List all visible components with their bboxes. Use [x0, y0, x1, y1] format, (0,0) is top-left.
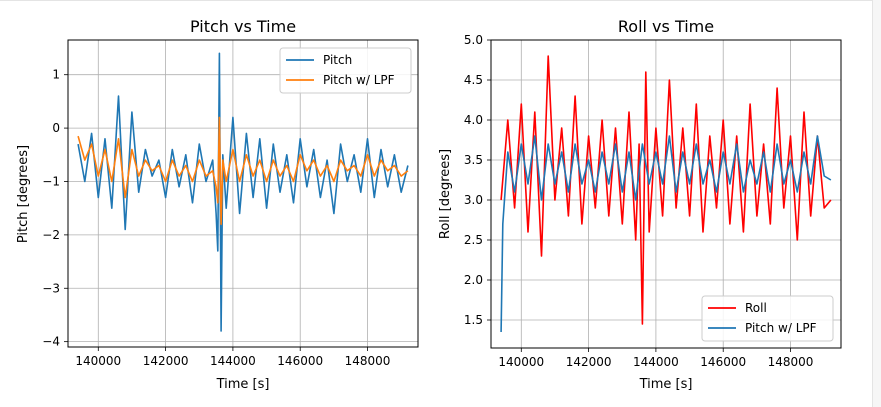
- pitch-chart-ylabel: Pitch [degrees]: [16, 145, 31, 243]
- pitch-ticks: 140000 142000 144000 146000 148000 −4 −3 −2 −1 0 1: [42, 68, 390, 368]
- pitch-ytick-label: 0: [52, 121, 60, 135]
- pitch-xtick-label: 146000: [277, 354, 323, 368]
- pitch-chart-xlabel: Time [s]: [216, 377, 270, 392]
- roll-series-0-line: [500, 55, 832, 325]
- roll-series-group: [500, 55, 832, 333]
- roll-xtick-label: 148000: [768, 355, 814, 369]
- roll-chart-xlabel: Time [s]: [639, 377, 693, 392]
- pitch-xtick-label: 142000: [143, 354, 189, 368]
- scrollbar[interactable]: [872, 0, 881, 407]
- top-border: [0, 0, 872, 1]
- roll-ticks: 140000 142000 144000 146000 148000 1.5 2.0 2.5 3…: [464, 33, 814, 369]
- pitch-legend-label: Pitch w/ LPF: [323, 73, 395, 87]
- roll-ytick-label: 4.5: [464, 73, 483, 87]
- roll-xtick-label: 142000: [566, 355, 612, 369]
- pitch-ytick-label: −2: [42, 228, 60, 242]
- roll-ytick-label: 5.0: [464, 33, 483, 47]
- roll-ytick-label: 2.5: [464, 233, 483, 247]
- pitch-ytick-label: −4: [42, 335, 60, 349]
- roll-ytick-label: 4.0: [464, 113, 483, 127]
- roll-xtick-label: 146000: [700, 355, 746, 369]
- pitch-xtick-label: 144000: [210, 354, 256, 368]
- pitch-series-group: [77, 52, 409, 332]
- roll-plot-frame: [490, 39, 842, 349]
- pitch-ytick-label: −3: [42, 281, 60, 295]
- pitch-ytick-label: −1: [42, 174, 60, 188]
- pitch-xtick-label: 140000: [75, 354, 121, 368]
- roll-ytick-label: 1.5: [464, 313, 483, 327]
- pitch-ytick-label: 1: [52, 68, 60, 82]
- roll-legend-label: Pitch w/ LPF: [745, 321, 817, 335]
- roll-chart-title: Roll vs Time: [618, 17, 714, 36]
- roll-xtick-label: 140000: [498, 355, 544, 369]
- roll-legend: Roll Pitch w/ LPF: [701, 295, 834, 342]
- pitch-xtick-label: 148000: [345, 354, 391, 368]
- roll-chart-ylabel: Roll [degrees]: [438, 149, 453, 239]
- roll-legend-label: Roll: [745, 301, 767, 315]
- roll-ytick-label: 2.0: [464, 273, 483, 287]
- roll-series-1-line: [500, 135, 832, 333]
- pitch-legend-label: Pitch: [323, 53, 352, 67]
- pitch-chart-title: Pitch vs Time: [190, 17, 296, 36]
- roll-ytick-label: 3.5: [464, 153, 483, 167]
- pitch-series-1-line: [77, 116, 409, 225]
- roll-xtick-label: 144000: [633, 355, 679, 369]
- roll-ytick-label: 3.0: [464, 193, 483, 207]
- pitch-legend: Pitch Pitch w/ LPF: [279, 47, 412, 94]
- pitch-plot-frame: [67, 39, 419, 348]
